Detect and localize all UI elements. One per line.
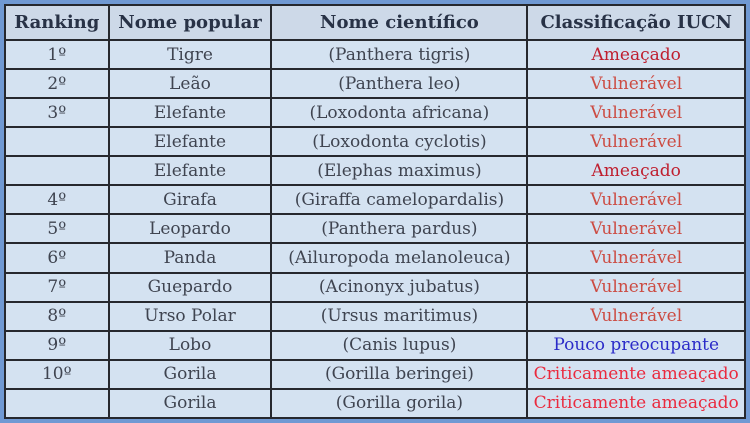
scientific-name-cell: (Elephas maximus) — [270, 155, 529, 187]
table-row: 7º Guepardo (Acinonyx jubatus) Vulneráve… — [4, 271, 746, 303]
iucn-status-cell: Pouco preocupante — [526, 329, 746, 361]
popular-name-cell: Panda — [107, 242, 273, 274]
table-row: 10º Gorila (Gorilla beringei) Criticamen… — [4, 358, 746, 390]
ranking-cell: 7º — [4, 271, 110, 303]
iucn-status-cell: Vulnerável — [526, 184, 746, 216]
iucn-status-cell: Vulnerável — [526, 242, 746, 274]
popular-name-cell: Gorila — [107, 387, 273, 420]
table-body: 1º Tigre (Panthera tigris) Ameaçado 2º L… — [4, 38, 746, 420]
scientific-name-cell: (Loxodonta cyclotis) — [270, 126, 529, 158]
ranking-cell: 10º — [4, 358, 110, 390]
ranking-cell — [4, 126, 110, 158]
popular-name-cell: Elefante — [107, 126, 273, 158]
column-header-iucn: Classificação IUCN — [526, 4, 746, 41]
column-header-nome-popular: Nome popular — [107, 4, 273, 41]
iucn-status-cell: Ameaçado — [526, 38, 746, 71]
ranking-cell: 6º — [4, 242, 110, 274]
iucn-ranking-table: Ranking Nome popular Nome científico Cla… — [4, 4, 746, 420]
scientific-name-cell: (Panthera pardus) — [270, 213, 529, 245]
scientific-name-cell: (Acinonyx jubatus) — [270, 271, 529, 303]
ranking-cell: 8º — [4, 300, 110, 332]
scientific-name-cell: (Canis lupus) — [270, 329, 529, 361]
scientific-name-cell: (Gorilla gorila) — [270, 387, 529, 420]
table-header: Ranking Nome popular Nome científico Cla… — [4, 4, 746, 41]
popular-name-cell: Lobo — [107, 329, 273, 361]
popular-name-cell: Leão — [107, 68, 273, 100]
iucn-status-cell: Vulnerável — [526, 126, 746, 158]
column-header-nome-cientifico: Nome científico — [270, 4, 529, 41]
ranking-cell — [4, 155, 110, 187]
table-row: Elefante (Elephas maximus) Ameaçado — [4, 155, 746, 187]
popular-name-cell: Guepardo — [107, 271, 273, 303]
popular-name-cell: Elefante — [107, 97, 273, 129]
popular-name-cell: Leopardo — [107, 213, 273, 245]
popular-name-cell: Tigre — [107, 38, 273, 71]
popular-name-cell: Girafa — [107, 184, 273, 216]
iucn-status-cell: Vulnerável — [526, 68, 746, 100]
scientific-name-cell: (Panthera tigris) — [270, 38, 529, 71]
ranking-cell: 9º — [4, 329, 110, 361]
column-header-ranking: Ranking — [4, 4, 110, 41]
scientific-name-cell: (Ailuropoda melanoleuca) — [270, 242, 529, 274]
table-row: 1º Tigre (Panthera tigris) Ameaçado — [4, 38, 746, 71]
iucn-status-cell: Criticamente ameaçado — [526, 387, 746, 420]
popular-name-cell: Urso Polar — [107, 300, 273, 332]
scientific-name-cell: (Panthera leo) — [270, 68, 529, 100]
popular-name-cell: Elefante — [107, 155, 273, 187]
scientific-name-cell: (Ursus maritimus) — [270, 300, 529, 332]
table-row: 8º Urso Polar (Ursus maritimus) Vulneráv… — [4, 300, 746, 332]
table-row: 2º Leão (Panthera leo) Vulnerável — [4, 68, 746, 100]
ranking-cell — [4, 387, 110, 420]
ranking-cell: 4º — [4, 184, 110, 216]
table-row: 3º Elefante (Loxodonta africana) Vulnerá… — [4, 97, 746, 129]
ranking-cell: 1º — [4, 38, 110, 71]
iucn-status-cell: Vulnerável — [526, 271, 746, 303]
table-row: Elefante (Loxodonta cyclotis) Vulnerável — [4, 126, 746, 158]
table-row: 5º Leopardo (Panthera pardus) Vulnerável — [4, 213, 746, 245]
scientific-name-cell: (Gorilla beringei) — [270, 358, 529, 390]
iucn-status-cell: Vulnerável — [526, 300, 746, 332]
iucn-status-cell: Vulnerável — [526, 213, 746, 245]
table-row: 4º Girafa (Giraffa camelopardalis) Vulne… — [4, 184, 746, 216]
ranking-cell: 3º — [4, 97, 110, 129]
table-row: 9º Lobo (Canis lupus) Pouco preocupante — [4, 329, 746, 361]
iucn-status-cell: Criticamente ameaçado — [526, 358, 746, 390]
ranking-cell: 2º — [4, 68, 110, 100]
scientific-name-cell: (Loxodonta africana) — [270, 97, 529, 129]
scientific-name-cell: (Giraffa camelopardalis) — [270, 184, 529, 216]
header-row: Ranking Nome popular Nome científico Cla… — [4, 4, 746, 41]
iucn-status-cell: Ameaçado — [526, 155, 746, 187]
table-row: 6º Panda (Ailuropoda melanoleuca) Vulner… — [4, 242, 746, 274]
table-row: Gorila (Gorilla gorila) Criticamente ame… — [4, 387, 746, 420]
iucn-status-cell: Vulnerável — [526, 97, 746, 129]
popular-name-cell: Gorila — [107, 358, 273, 390]
ranking-cell: 5º — [4, 213, 110, 245]
